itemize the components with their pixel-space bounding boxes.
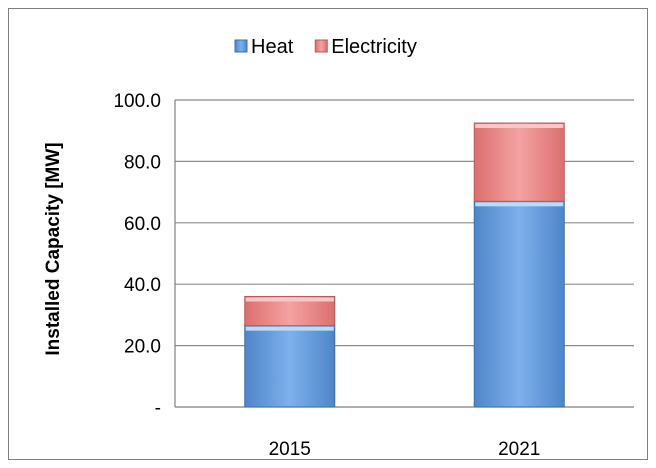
bar-highlight (245, 326, 334, 331)
y-tick-label: 60.0 (124, 214, 161, 235)
x-tick-labels: 2015 2021 (269, 439, 541, 460)
legend-swatch-heat (234, 39, 248, 53)
chart-frame: - 20.0 40.0 60.0 80.0 100.0 2015 2021 Installe… (8, 8, 648, 460)
bar-highlight (475, 202, 564, 207)
x-tick-label: 2021 (498, 439, 540, 460)
bar-heat-2021 (473, 200, 565, 408)
y-tick-label: 100.0 (113, 91, 161, 112)
bar-electricity-2021 (473, 122, 565, 202)
y-tick-label: - (155, 398, 161, 419)
gridlines (174, 99, 634, 408)
bar-highlight (245, 297, 334, 302)
x-tick-label: 2015 (269, 439, 311, 460)
legend-label-electricity: Electricity (331, 36, 417, 58)
legend-swatch-electricity (314, 39, 328, 53)
y-tick-labels: - 20.0 40.0 60.0 80.0 100.0 (113, 91, 161, 419)
legend: Heat Electricity (234, 36, 417, 58)
y-axis-label: Installed Capacity [MW] (43, 142, 64, 355)
y-tick-label: 80.0 (124, 152, 161, 173)
legend-label-heat: Heat (251, 36, 294, 58)
y-tick-label: 40.0 (124, 275, 161, 296)
y-tick-label: 20.0 (124, 337, 161, 358)
bars (244, 122, 565, 408)
bar-heat-2015 (244, 325, 336, 408)
bar-highlight (475, 124, 564, 129)
stacked-bar-chart: - 20.0 40.0 60.0 80.0 100.0 2015 2021 Installe… (43, 36, 634, 460)
